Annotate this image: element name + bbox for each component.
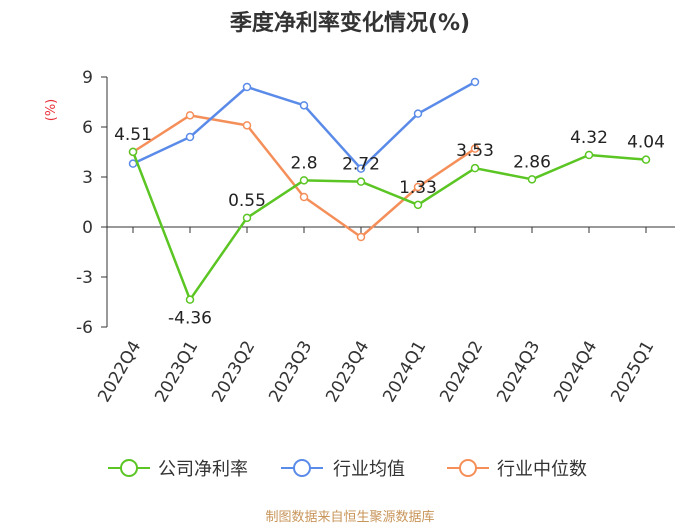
legend-swatch-marker	[293, 459, 311, 477]
data-labels: 4.51 -4.36 0.55 2.8 2.72 1.33 3.53 2.86 4.32 4.04	[114, 125, 665, 329]
data-point	[185, 132, 195, 142]
data-point	[470, 163, 480, 173]
data-point	[356, 164, 366, 173]
data-label: 4.51	[114, 125, 152, 145]
y-ticks: 9 6 3 0 -3 -6	[76, 68, 107, 338]
y-axis-unit: (%)	[44, 99, 59, 122]
axes	[106, 77, 675, 327]
x-tick-label: 2024Q4	[550, 338, 601, 406]
legend-label: 行业均值	[333, 459, 405, 480]
data-point	[185, 295, 195, 304]
data-point	[299, 192, 309, 202]
data-label: -4.36	[168, 309, 212, 329]
x-tick-label: 2023Q3	[265, 338, 316, 406]
data-point	[185, 111, 195, 120]
x-tick-label: 2023Q2	[208, 338, 259, 406]
x-tick-label: 2022Q4	[94, 338, 145, 406]
data-point	[527, 175, 537, 184]
x-tick-label: 2024Q3	[493, 338, 544, 406]
data-point	[413, 182, 423, 192]
data-point	[470, 77, 480, 87]
data-label: 1.33	[399, 178, 437, 198]
data-point	[299, 101, 309, 110]
legend-label: 公司净利率	[158, 459, 248, 480]
data-point	[584, 150, 594, 160]
data-point	[242, 213, 252, 223]
y-tick-label: 3	[82, 168, 93, 188]
data-point	[242, 121, 252, 130]
series-0	[128, 147, 651, 304]
source-note: 制图数据来自恒生聚源数据库	[265, 509, 434, 525]
legend: 公司净利率 行业均值 行业中位数	[108, 459, 587, 480]
data-point	[356, 232, 366, 242]
data-label: 2.72	[342, 155, 380, 175]
data-label: 3.53	[456, 141, 494, 161]
legend-swatch-marker	[459, 459, 477, 477]
series-1	[128, 77, 480, 173]
x-tick-label: 2023Q1	[151, 338, 202, 406]
series-layer	[128, 77, 651, 304]
data-label: 2.8	[290, 153, 317, 173]
legend-swatch-marker	[120, 459, 138, 477]
data-point	[128, 147, 138, 157]
data-label: 0.55	[228, 191, 266, 211]
x-tick-label: 2024Q1	[379, 338, 430, 406]
series-line	[131, 151, 647, 301]
data-point	[413, 200, 423, 210]
data-point	[299, 176, 309, 185]
data-label: 4.32	[570, 128, 608, 148]
data-point	[470, 144, 480, 153]
chart-title: 季度净利率变化情况(%)	[230, 10, 470, 36]
y-tick-label: -3	[76, 268, 93, 288]
y-tick-label: 9	[82, 68, 93, 88]
legend-label: 行业中位数	[497, 459, 587, 480]
x-tick-label: 2025Q1	[607, 338, 658, 406]
y-tick-label: -6	[76, 318, 93, 338]
y-tick-label: 6	[82, 118, 93, 138]
data-point	[356, 177, 366, 186]
x-tick-label: 2024Q2	[436, 338, 487, 406]
y-tick-label: 0	[82, 218, 93, 238]
data-point	[413, 109, 423, 118]
data-label: 4.04	[627, 133, 665, 153]
data-point	[242, 82, 252, 92]
data-point	[641, 155, 651, 164]
data-label: 2.86	[513, 152, 551, 172]
x-tick-label: 2023Q4	[322, 338, 373, 406]
